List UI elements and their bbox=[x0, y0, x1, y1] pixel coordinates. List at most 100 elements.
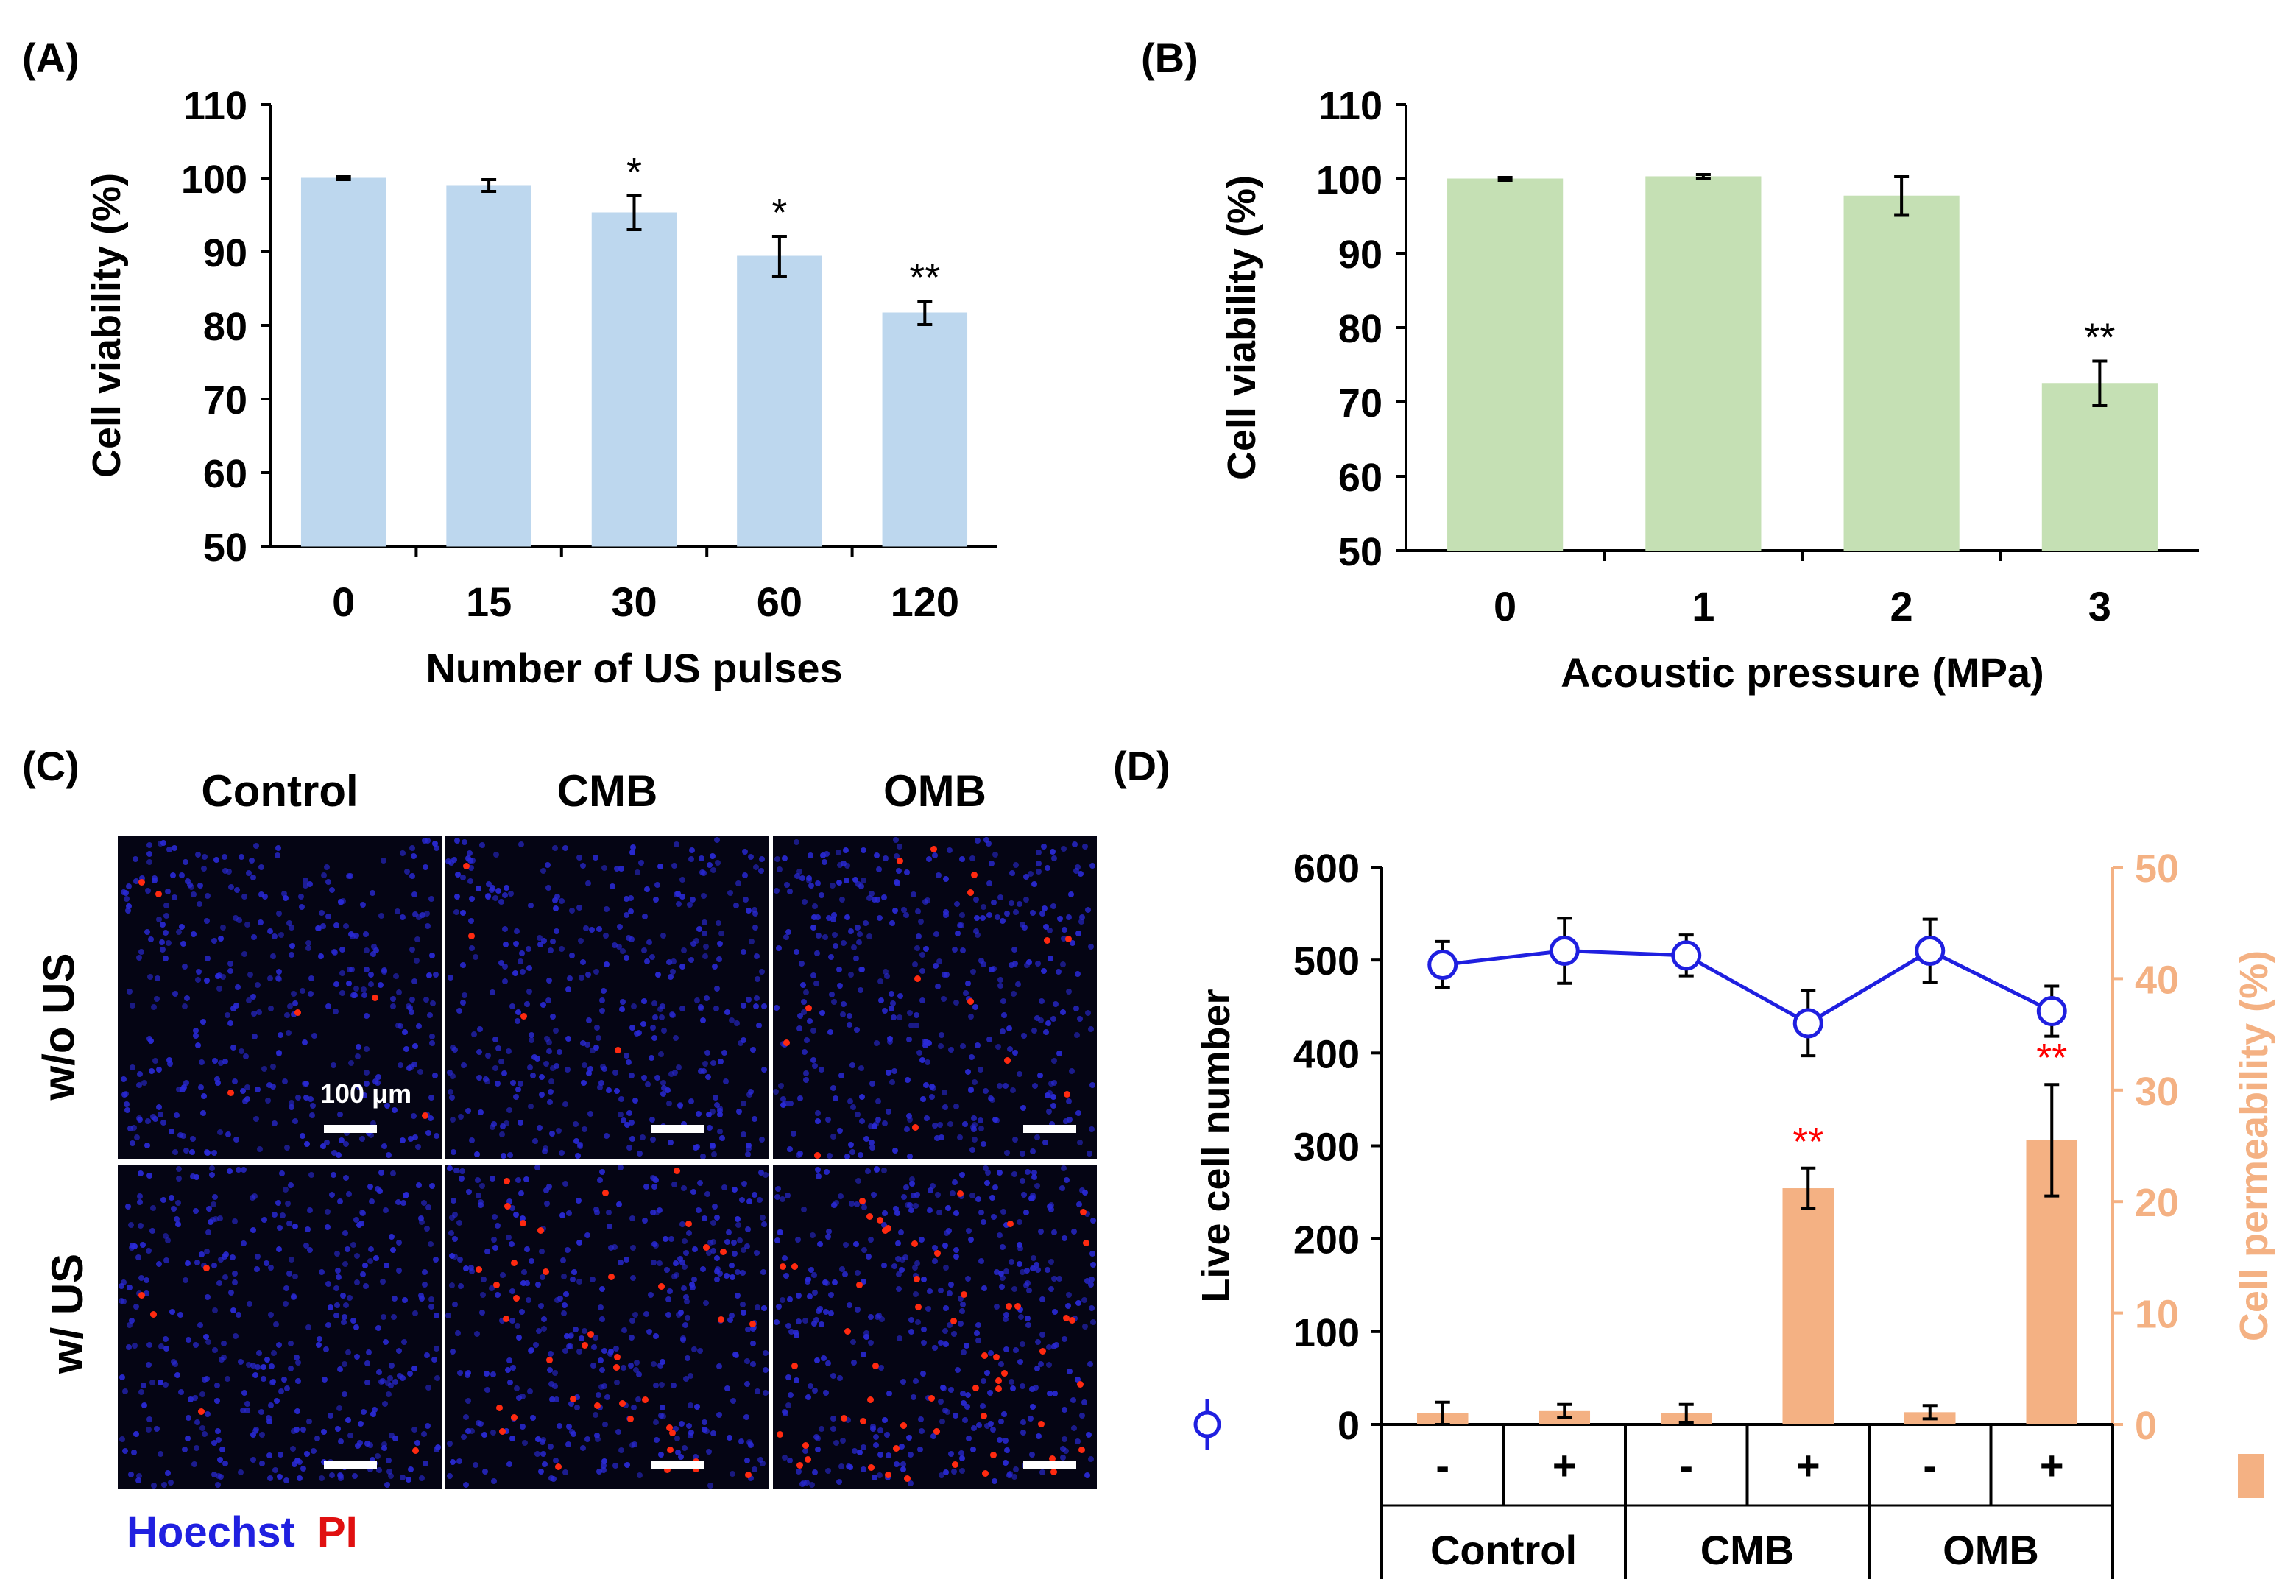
live-cell-line bbox=[1442, 948, 2053, 1025]
scale-bar bbox=[651, 1461, 704, 1469]
bar bbox=[2041, 383, 2158, 551]
y-tick-label: 60 bbox=[1338, 456, 1382, 500]
stain-legend: Hoechst PI bbox=[127, 1508, 358, 1557]
scale-bar bbox=[324, 1125, 377, 1133]
micrograph-control-without-us bbox=[118, 836, 442, 1159]
y-tick-label: 50 bbox=[1338, 530, 1382, 574]
bar bbox=[591, 212, 677, 547]
significance-mark: ** bbox=[2036, 1036, 2067, 1080]
y-tick-label: 90 bbox=[203, 231, 247, 275]
right-y-tick-label: 50 bbox=[2135, 847, 2179, 891]
y-tick-label: 60 bbox=[203, 452, 247, 496]
left-y-tick-label: 400 bbox=[1293, 1032, 1360, 1076]
live-cell-marker bbox=[2036, 996, 2067, 1027]
live-cell-marker bbox=[1671, 940, 1702, 971]
live-cell-marker bbox=[1427, 949, 1458, 980]
x-axis-title: Acoustic pressure (MPa) bbox=[1561, 649, 2044, 696]
us-label: + bbox=[2040, 1442, 2064, 1489]
right-y-axis-title: Cell permeability (%) bbox=[2232, 950, 2276, 1341]
x-tick-label: 60 bbox=[757, 579, 802, 625]
row-label-without-us: w/o US bbox=[34, 953, 84, 1101]
y-tick-label: 100 bbox=[181, 158, 247, 202]
x-tick-label: 15 bbox=[466, 579, 512, 625]
y-tick-label: 110 bbox=[183, 84, 247, 128]
left-y-tick-label: 0 bbox=[1338, 1404, 1360, 1448]
y-tick-label: 80 bbox=[203, 305, 247, 349]
legend-bar-key bbox=[2238, 1454, 2264, 1498]
chart-b: 50 60 70 80 90 100 110 0 1 2 ** 3 Acoustic pressure … bbox=[1220, 84, 2199, 696]
micrograph-cmb-without-us bbox=[445, 836, 769, 1159]
us-label: - bbox=[1435, 1442, 1449, 1489]
col-label-omb: OMB bbox=[883, 766, 986, 816]
chart-a: 50 60 70 80 90 100 110 0 15 * 30 * 60 ** 120 Number of … bbox=[85, 84, 997, 691]
y-tick-label: 80 bbox=[1338, 307, 1382, 351]
bar bbox=[1843, 195, 1960, 551]
scale-bar bbox=[324, 1461, 377, 1469]
significance-mark: ** bbox=[2084, 315, 2115, 359]
y-tick-label: 90 bbox=[1338, 233, 1382, 277]
live-cell-marker bbox=[1792, 1008, 1823, 1039]
legend-pi: PI bbox=[317, 1508, 358, 1556]
left-y-tick-label: 100 bbox=[1293, 1311, 1360, 1355]
left-y-axis-title: Live cell number bbox=[1194, 989, 1238, 1302]
significance-mark: ** bbox=[909, 255, 940, 300]
bar bbox=[300, 177, 386, 547]
permeability-bar bbox=[1782, 1188, 1834, 1424]
micrograph-control-with-us bbox=[118, 1165, 442, 1489]
scale-bar bbox=[1023, 1461, 1076, 1469]
x-tick-label: 2 bbox=[1890, 583, 1913, 629]
group-label: Control bbox=[1430, 1527, 1577, 1573]
x-tick-label: 0 bbox=[332, 579, 355, 625]
panel-tag-c: (C) bbox=[22, 743, 80, 789]
x-tick-label: 0 bbox=[1494, 583, 1516, 629]
chart-d: 0 100 200 300 400 500 600 0 10 20 30 40 50 ** ** - + - + - +… bbox=[1193, 847, 2276, 1579]
y-tick-label: 70 bbox=[1338, 381, 1382, 426]
left-y-tick-label: 200 bbox=[1293, 1218, 1360, 1263]
y-tick-label: 50 bbox=[203, 526, 247, 570]
legend-hoechst: Hoechst bbox=[127, 1508, 295, 1556]
bar bbox=[446, 185, 531, 547]
group-label: OMB bbox=[1943, 1527, 2039, 1573]
us-label: - bbox=[1679, 1442, 1693, 1489]
col-label-control: Control bbox=[201, 766, 358, 816]
panel-tag-a: (A) bbox=[22, 35, 80, 81]
y-axis-title: Cell viability (%) bbox=[1220, 175, 1264, 480]
right-y-tick-label: 20 bbox=[2135, 1181, 2179, 1225]
significance-mark: * bbox=[771, 191, 787, 235]
y-axis-title: Cell viability (%) bbox=[85, 173, 129, 478]
scale-bar bbox=[1023, 1125, 1076, 1133]
col-label-cmb: CMB bbox=[557, 766, 658, 816]
bar bbox=[882, 312, 968, 547]
significance-mark: ** bbox=[1792, 1120, 1823, 1164]
micrograph-omb-without-us bbox=[773, 836, 1097, 1159]
live-cell-marker bbox=[1915, 936, 1946, 967]
left-y-tick-label: 500 bbox=[1293, 939, 1360, 984]
bar bbox=[737, 255, 822, 547]
y-tick-label: 110 bbox=[1318, 84, 1382, 128]
bar bbox=[1645, 176, 1762, 551]
legend-marker-key bbox=[1193, 1410, 1221, 1438]
right-y-tick-label: 40 bbox=[2135, 958, 2179, 1002]
panel-tag-d: (D) bbox=[1113, 743, 1170, 789]
us-label: + bbox=[1553, 1442, 1577, 1489]
micrograph-cmb-with-us bbox=[445, 1165, 769, 1489]
right-y-tick-label: 0 bbox=[2135, 1404, 2157, 1448]
micrograph-omb-with-us bbox=[773, 1165, 1097, 1489]
us-label: - bbox=[1923, 1442, 1937, 1489]
us-label: + bbox=[1796, 1442, 1820, 1489]
right-y-tick-label: 30 bbox=[2135, 1070, 2179, 1114]
x-tick-label: 3 bbox=[2088, 583, 2111, 629]
group-label: CMB bbox=[1700, 1527, 1795, 1573]
y-tick-label: 70 bbox=[203, 378, 247, 423]
panel-tag-b: (B) bbox=[1141, 35, 1198, 81]
y-tick-label: 100 bbox=[1316, 158, 1382, 202]
significance-mark: * bbox=[626, 150, 642, 194]
x-tick-label: 30 bbox=[611, 579, 657, 625]
right-y-tick-label: 10 bbox=[2135, 1293, 2179, 1337]
scale-label: 100 μm bbox=[320, 1078, 412, 1109]
left-y-tick-label: 600 bbox=[1293, 847, 1360, 891]
live-cell-marker bbox=[1549, 936, 1580, 967]
x-axis-title: Number of US pulses bbox=[425, 645, 842, 691]
scale-bar bbox=[651, 1125, 704, 1133]
